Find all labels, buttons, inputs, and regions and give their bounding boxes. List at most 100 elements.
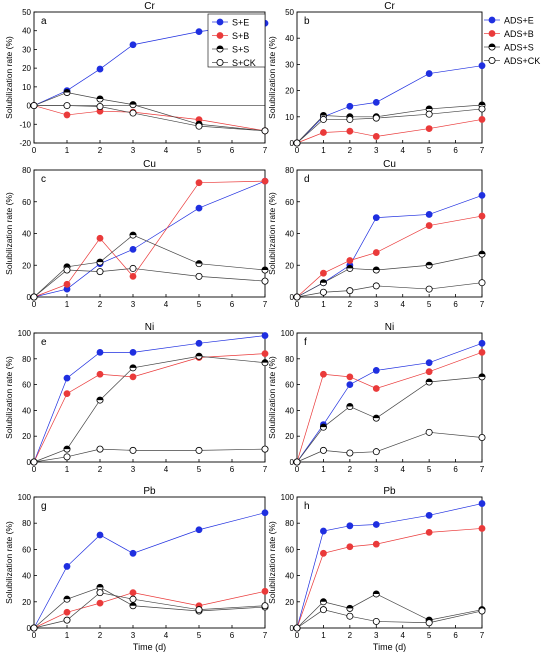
x-tick-label: 0 bbox=[32, 146, 37, 155]
x-axis-label: Time (d) bbox=[133, 642, 166, 652]
series-line bbox=[296, 119, 483, 144]
data-point bbox=[372, 385, 380, 392]
data-point bbox=[261, 177, 269, 185]
data-point bbox=[63, 102, 71, 110]
legend-marker bbox=[216, 32, 224, 39]
plot-frame bbox=[296, 496, 483, 629]
data-point bbox=[478, 250, 486, 258]
x-tick-label: 2 bbox=[348, 300, 353, 309]
x-tick-label: 4 bbox=[164, 300, 169, 309]
plot-frame bbox=[33, 496, 266, 629]
data-point bbox=[129, 231, 137, 239]
panel-title: Pb bbox=[143, 486, 156, 497]
y-tick-label: 100 bbox=[18, 329, 32, 338]
plot-frame bbox=[296, 332, 483, 463]
series-CK bbox=[30, 102, 269, 135]
y-tick-label: 20 bbox=[285, 598, 294, 607]
data-point bbox=[425, 378, 433, 386]
data-point bbox=[478, 116, 486, 123]
panel-g: 0 1 2 3 4 5 6 7 0 20 40 60 80 100 Pb g Solubilization ra… bbox=[4, 486, 269, 652]
data-point bbox=[425, 428, 433, 436]
data-point bbox=[372, 414, 380, 422]
data-point bbox=[425, 211, 433, 218]
data-point bbox=[261, 277, 269, 285]
y-tick-label: 60 bbox=[285, 545, 294, 554]
legend-item: S+S bbox=[212, 45, 249, 55]
data-point bbox=[63, 563, 71, 570]
panel-d: 0 1 2 3 4 5 6 7 0 20 40 60 80 Cu d Solubilization rate … bbox=[267, 159, 486, 309]
x-tick-label: 2 bbox=[98, 146, 103, 155]
legend-label: S+CK bbox=[232, 58, 256, 68]
x-tick-label: 6 bbox=[230, 300, 235, 309]
series-CK bbox=[293, 105, 486, 147]
x-tick-label: 5 bbox=[427, 146, 432, 155]
data-point bbox=[346, 604, 354, 612]
data-point bbox=[319, 598, 327, 606]
data-point bbox=[478, 212, 486, 220]
data-point bbox=[96, 583, 104, 591]
y-tick-label: 80 bbox=[285, 355, 294, 364]
x-tick-label: 2 bbox=[348, 146, 353, 155]
data-point bbox=[261, 602, 269, 610]
y-tick-label: 0 bbox=[290, 458, 295, 467]
y-tick-label: 30 bbox=[22, 45, 31, 54]
data-point bbox=[319, 115, 327, 123]
data-point bbox=[63, 453, 71, 461]
series-line bbox=[296, 352, 483, 463]
data-point bbox=[261, 445, 269, 453]
data-point bbox=[478, 348, 486, 356]
x-tick-label: 6 bbox=[453, 631, 458, 640]
series-CK bbox=[30, 589, 269, 632]
x-tick-label: 3 bbox=[131, 300, 136, 309]
x-tick-label: 7 bbox=[263, 300, 268, 309]
data-point bbox=[129, 348, 137, 356]
legend-label: S+E bbox=[232, 18, 249, 28]
x-tick-label: 2 bbox=[98, 631, 103, 640]
data-point bbox=[63, 111, 71, 119]
y-tick-label: 40 bbox=[22, 230, 31, 239]
panel-letter: a bbox=[41, 16, 47, 27]
x-tick-label: 3 bbox=[374, 465, 379, 474]
series-line bbox=[33, 268, 266, 298]
y-axis-label: Solubilization rate (%) bbox=[4, 356, 14, 439]
data-point bbox=[320, 527, 327, 535]
x-tick-label: 1 bbox=[321, 465, 326, 474]
panel-letter: c bbox=[41, 174, 46, 185]
y-axis-label: Solubilization rate (%) bbox=[267, 192, 277, 275]
x-tick-label: 5 bbox=[197, 300, 202, 309]
x-tick-label: 7 bbox=[480, 300, 485, 309]
y-tick-label: 60 bbox=[22, 381, 31, 390]
data-point bbox=[96, 234, 104, 242]
series-line bbox=[296, 431, 483, 463]
x-tick-label: 1 bbox=[65, 631, 70, 640]
y-axis-label: Solubilization rate (%) bbox=[4, 521, 14, 604]
x-tick-label: 0 bbox=[32, 300, 37, 309]
data-point bbox=[96, 348, 104, 356]
data-point bbox=[195, 260, 203, 268]
data-point bbox=[478, 433, 486, 441]
x-tick-label: 6 bbox=[453, 300, 458, 309]
data-point bbox=[129, 101, 137, 109]
x-tick-label: 3 bbox=[374, 146, 379, 155]
data-point bbox=[372, 249, 380, 256]
x-tick-label: 3 bbox=[131, 146, 136, 155]
panel-letter: b bbox=[304, 16, 310, 27]
panel-f: 0 1 2 3 4 5 6 7 0 20 40 60 80 100 Ni f Solubilization ra… bbox=[267, 322, 486, 474]
data-point bbox=[425, 70, 433, 77]
y-tick-label: 40 bbox=[285, 406, 294, 415]
y-tick-label: 20 bbox=[285, 261, 294, 270]
data-point bbox=[129, 41, 137, 49]
data-point bbox=[478, 607, 486, 615]
y-tick-label: 0 bbox=[290, 139, 295, 148]
y-tick-label: 10 bbox=[22, 83, 31, 92]
x-tick-label: 5 bbox=[197, 146, 202, 155]
x-tick-label: 7 bbox=[263, 631, 268, 640]
data-point bbox=[346, 612, 354, 620]
series-line bbox=[296, 65, 483, 144]
panel-title: Ni bbox=[385, 322, 394, 333]
data-point bbox=[129, 245, 137, 253]
data-point bbox=[30, 458, 38, 466]
series-line bbox=[296, 282, 483, 298]
data-point bbox=[372, 133, 380, 140]
